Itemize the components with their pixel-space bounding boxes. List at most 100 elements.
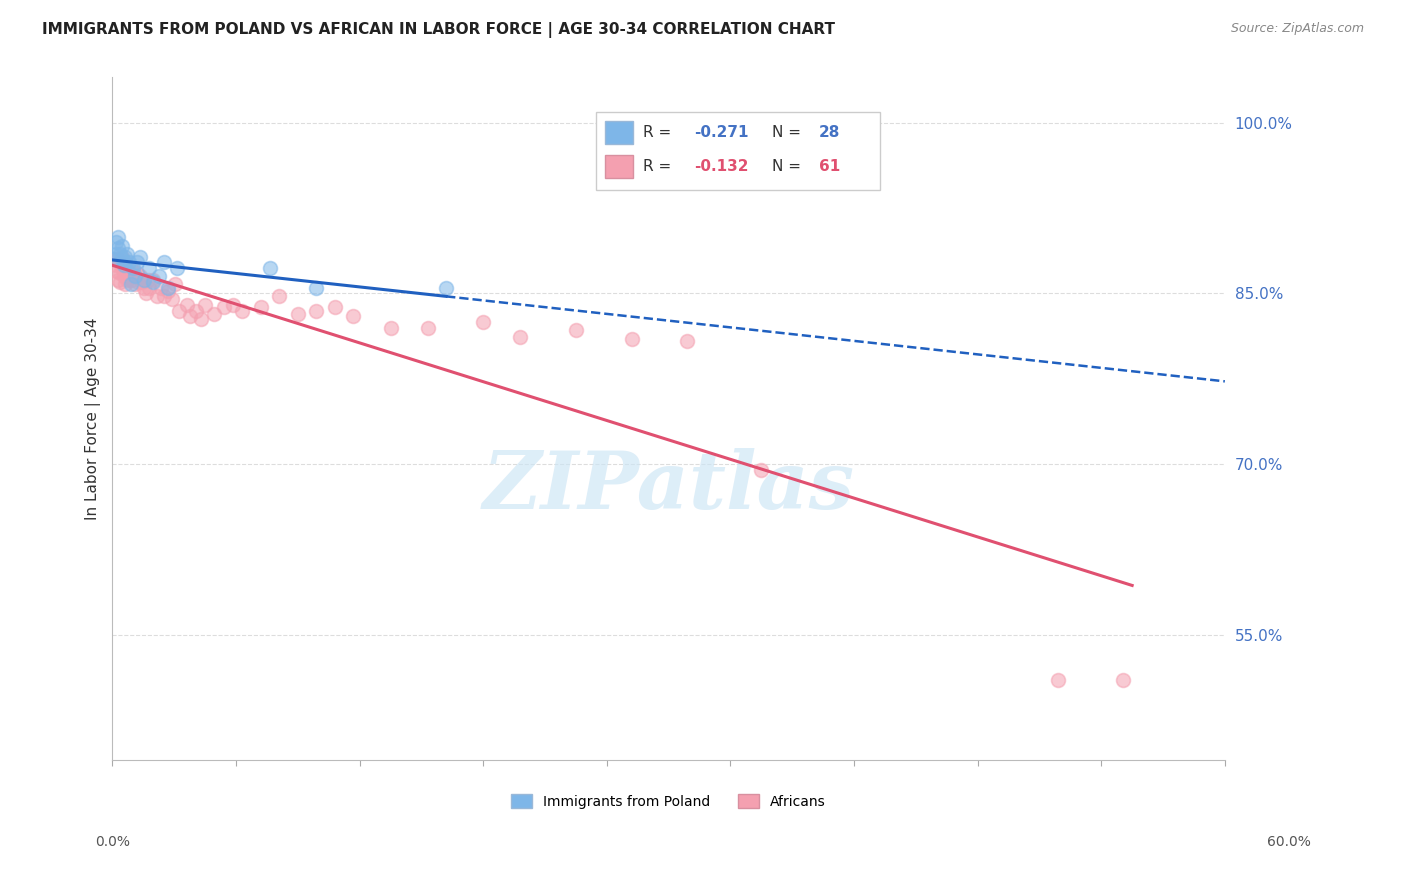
Bar <box>596 112 880 190</box>
Point <box>125 254 148 268</box>
Point <box>120 277 142 292</box>
Point <box>153 254 176 268</box>
Point <box>676 334 699 349</box>
Point <box>111 250 134 264</box>
Point <box>305 281 328 295</box>
Point <box>194 298 217 312</box>
Point <box>114 264 136 278</box>
Point <box>509 329 531 343</box>
Point <box>153 289 176 303</box>
Point <box>138 281 160 295</box>
Legend: Immigrants from Poland, Africans: Immigrants from Poland, Africans <box>506 789 831 814</box>
Text: 61: 61 <box>818 159 839 174</box>
Point <box>107 273 129 287</box>
Point <box>132 281 155 295</box>
Point <box>287 307 309 321</box>
Point <box>108 275 131 289</box>
Point <box>565 323 588 337</box>
Point <box>120 273 142 287</box>
Text: 28: 28 <box>818 125 841 139</box>
Point <box>108 266 131 280</box>
Point <box>124 269 146 284</box>
Point <box>176 298 198 312</box>
Point <box>111 238 134 252</box>
Point <box>118 266 141 280</box>
Point <box>112 261 135 276</box>
Point <box>157 284 180 298</box>
Point <box>131 275 153 289</box>
Point <box>129 269 152 284</box>
Point <box>112 269 135 284</box>
Point <box>434 281 457 295</box>
Point <box>1112 673 1135 687</box>
Point <box>342 310 364 324</box>
Bar <box>605 155 633 178</box>
Point <box>103 252 125 267</box>
Point <box>117 258 139 272</box>
Point <box>132 273 155 287</box>
Text: R =: R = <box>643 125 676 139</box>
Point <box>142 275 165 289</box>
Text: N =: N = <box>772 159 806 174</box>
Point <box>129 250 152 264</box>
Point <box>127 275 149 289</box>
Text: N =: N = <box>772 125 806 139</box>
Point <box>121 261 143 276</box>
Point <box>135 286 157 301</box>
Point <box>166 261 188 276</box>
Point <box>323 300 346 314</box>
Point <box>416 320 439 334</box>
Text: 0.0%: 0.0% <box>96 835 131 848</box>
Text: ZIPatlas: ZIPatlas <box>482 448 855 525</box>
Point <box>1046 673 1069 687</box>
Point <box>259 261 281 276</box>
Point <box>103 252 125 267</box>
Point <box>118 254 141 268</box>
Point <box>124 277 146 292</box>
Text: R =: R = <box>643 159 676 174</box>
Text: -0.271: -0.271 <box>695 125 749 139</box>
Point <box>472 315 495 329</box>
Point <box>120 261 142 276</box>
Point <box>222 298 245 312</box>
Point <box>117 273 139 287</box>
Point <box>184 303 207 318</box>
Point <box>269 289 291 303</box>
Point <box>749 463 772 477</box>
Point <box>146 289 169 303</box>
Point <box>138 261 160 276</box>
Point <box>125 266 148 280</box>
Point <box>160 292 183 306</box>
Point <box>105 264 128 278</box>
Point <box>112 258 135 272</box>
Point <box>121 269 143 284</box>
Point <box>148 269 170 284</box>
Point <box>165 277 187 292</box>
Point <box>105 246 128 260</box>
Point <box>107 229 129 244</box>
Point <box>108 246 131 260</box>
Text: IMMIGRANTS FROM POLAND VS AFRICAN IN LABOR FORCE | AGE 30-34 CORRELATION CHART: IMMIGRANTS FROM POLAND VS AFRICAN IN LAB… <box>42 22 835 38</box>
Point <box>114 277 136 292</box>
Point <box>157 281 180 295</box>
Point <box>380 320 402 334</box>
Point <box>107 241 129 255</box>
Point <box>231 303 253 318</box>
Y-axis label: In Labor Force | Age 30-34: In Labor Force | Age 30-34 <box>86 318 101 520</box>
Text: 60.0%: 60.0% <box>1267 835 1310 848</box>
Point <box>105 235 128 250</box>
Point <box>142 273 165 287</box>
Text: -0.132: -0.132 <box>695 159 749 174</box>
Point <box>117 246 139 260</box>
Point <box>149 281 172 295</box>
Point <box>111 261 134 276</box>
Text: Source: ZipAtlas.com: Source: ZipAtlas.com <box>1230 22 1364 36</box>
Point <box>136 273 159 287</box>
Point <box>212 300 235 314</box>
Point <box>114 254 136 268</box>
Point <box>114 250 136 264</box>
Point <box>305 303 328 318</box>
Point <box>107 252 129 267</box>
Point <box>111 252 134 267</box>
Bar <box>605 121 633 144</box>
